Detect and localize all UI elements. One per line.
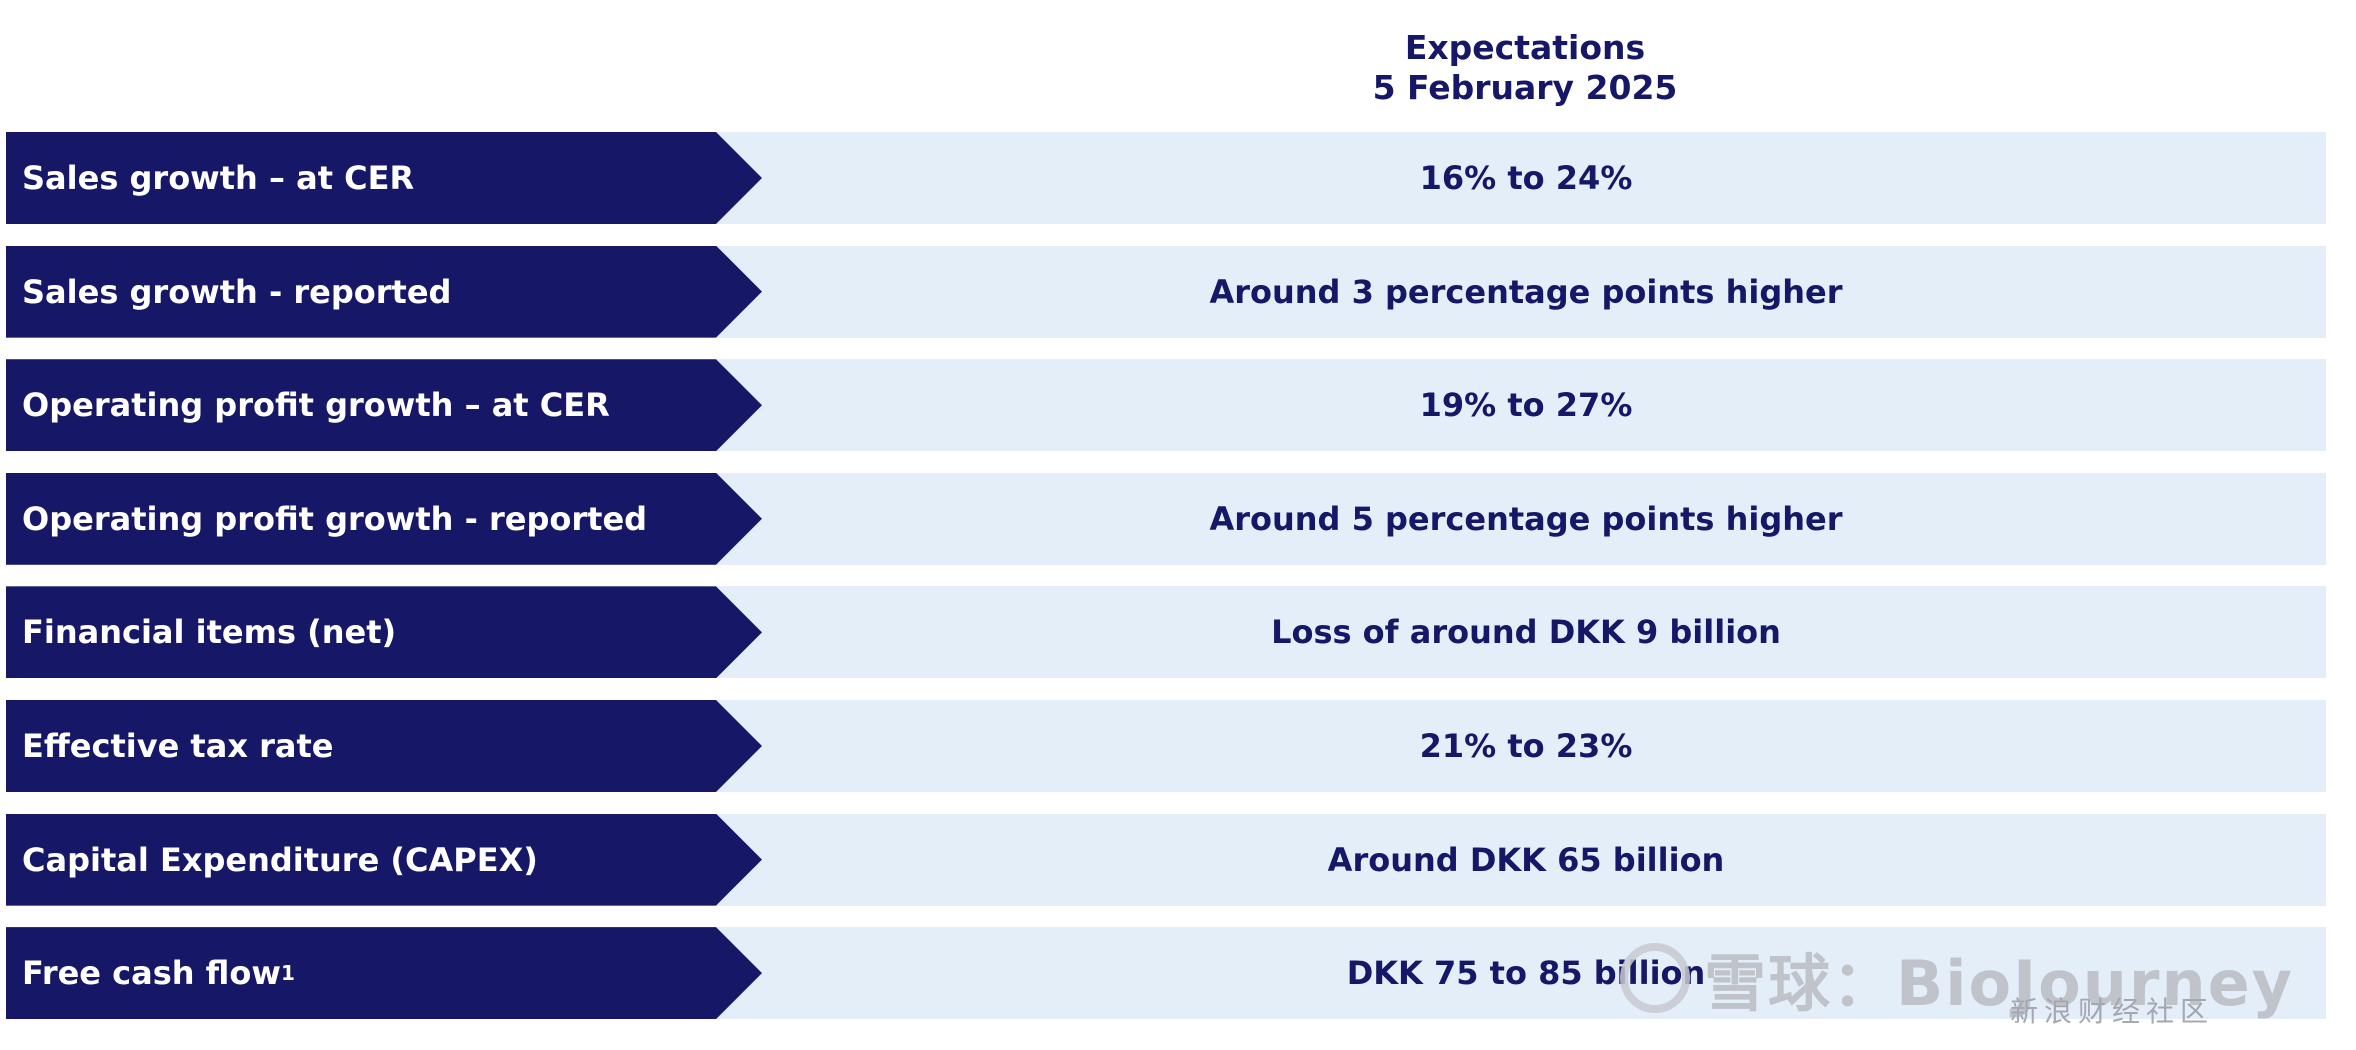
row-label: Financial items (net) <box>6 586 762 679</box>
column-header: Expectations 5 February 2025 <box>760 28 2290 108</box>
row-label: Sales growth – at CER <box>6 132 762 224</box>
row-value: 21% to 23% <box>1419 726 1633 765</box>
row-value: 16% to 24% <box>1419 159 1633 197</box>
expectations-table: Sales growth – at CER 16% to 24% Sales g… <box>6 132 2326 1041</box>
table-row: Financial items (net) Loss of around DKK… <box>6 586 2326 679</box>
watermark-sub: 新浪财经社区 <box>2010 995 2215 1028</box>
header-title: Expectations <box>1404 28 1646 67</box>
table-row: Operating profit growth – at CER 19% to … <box>6 359 2326 452</box>
watermark-main: 雪球：BioJourney <box>1704 947 2295 1020</box>
row-value: Around 5 percentage points higher <box>1209 499 1843 538</box>
row-value: 19% to 27% <box>1419 386 1633 425</box>
row-value: Around DKK 65 billion <box>1327 840 1725 879</box>
row-value: Loss of around DKK 9 billion <box>1271 613 1781 652</box>
row-label: Free cash flow 1 <box>6 927 762 1020</box>
table-row: Effective tax rate 21% to 23% <box>6 699 2326 792</box>
table-row: Sales growth - reported Around 3 percent… <box>6 245 2326 338</box>
watermark: 雪球：BioJourney 新浪财经社区 <box>1620 938 2320 1028</box>
row-label: Sales growth - reported <box>6 245 762 338</box>
row-label: Effective tax rate <box>6 699 762 792</box>
table-row: Capital Expenditure (CAPEX) Around DKK 6… <box>6 813 2326 906</box>
row-label: Capital Expenditure (CAPEX) <box>6 813 762 906</box>
table-row: Operating profit growth - reported Aroun… <box>6 472 2326 565</box>
row-label: Operating profit growth – at CER <box>6 359 762 452</box>
row-value: Around 3 percentage points higher <box>1209 272 1843 311</box>
row-label: Operating profit growth - reported <box>6 472 762 565</box>
snowball-logo-icon <box>1620 943 1690 1013</box>
table-row: Sales growth – at CER 16% to 24% <box>6 132 2326 224</box>
header-date: 5 February 2025 <box>1372 68 1678 107</box>
